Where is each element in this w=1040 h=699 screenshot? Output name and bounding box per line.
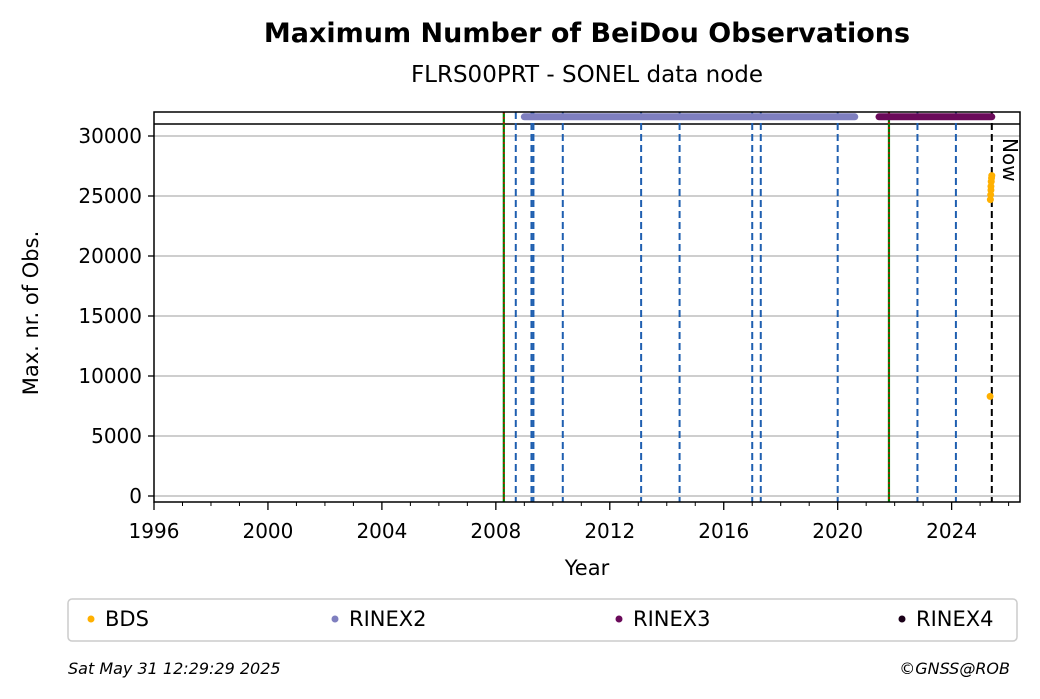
- x-tick-label: 2016: [698, 519, 749, 543]
- plot-frame: [153, 111, 1021, 503]
- event-lines: [154, 112, 1020, 502]
- chart-subtitle: FLRS00PRT - SONEL data node: [411, 62, 763, 88]
- x-tick-label: 2012: [584, 519, 635, 543]
- grid-lines: [154, 135, 1020, 497]
- y-tick-label: 15000: [78, 304, 142, 328]
- y-tick-label: 20000: [78, 244, 142, 268]
- legend-marker-rinex4: [898, 615, 906, 623]
- footer-credit: ©GNSS@ROB: [899, 659, 1010, 678]
- legend-marker-rinex3: [615, 615, 623, 623]
- y-tick-label: 10000: [78, 364, 142, 388]
- y-tick-label: 30000: [78, 124, 142, 148]
- data-point-bds: [988, 172, 996, 180]
- y-axis-label: Max. nr. of Obs.: [19, 231, 43, 396]
- footer-timestamp: Sat May 31 12:29:29 2025: [68, 659, 281, 678]
- x-tick-label: 2000: [242, 519, 293, 543]
- y-axis: 0 5000 10000 15000 20000 25000 30000: [78, 124, 154, 508]
- x-tick-label: 2020: [812, 519, 863, 543]
- y-tick-label: 0: [129, 484, 142, 508]
- x-axis-label: Year: [564, 556, 610, 580]
- legend-marker-rinex2: [331, 615, 339, 623]
- legend-label-rinex4: RINEX4: [916, 607, 994, 631]
- x-axis: 1996 2000 2004 2008 2012 2016 2020 2024: [129, 502, 1010, 543]
- y-tick-label: 5000: [91, 424, 142, 448]
- x-tick-label: 2004: [356, 519, 407, 543]
- x-tick-label: 1996: [129, 519, 180, 543]
- legend: BDS RINEX2 RINEX3 RINEX4: [87, 607, 994, 631]
- now-label: Now: [998, 138, 1022, 182]
- legend-marker-bds: [87, 615, 95, 623]
- data-marks: [520, 113, 996, 400]
- legend-label-rinex3: RINEX3: [633, 607, 711, 631]
- y-tick-label: 25000: [78, 184, 142, 208]
- x-tick-label: 2024: [926, 519, 977, 543]
- data-point-bds: [986, 392, 994, 400]
- legend-label-rinex2: RINEX2: [349, 607, 427, 631]
- legend-box: [67, 598, 1018, 642]
- legend-label-bds: BDS: [105, 607, 149, 631]
- chart-title: Maximum Number of BeiDou Observations: [264, 18, 910, 49]
- x-tick-label: 2008: [470, 519, 521, 543]
